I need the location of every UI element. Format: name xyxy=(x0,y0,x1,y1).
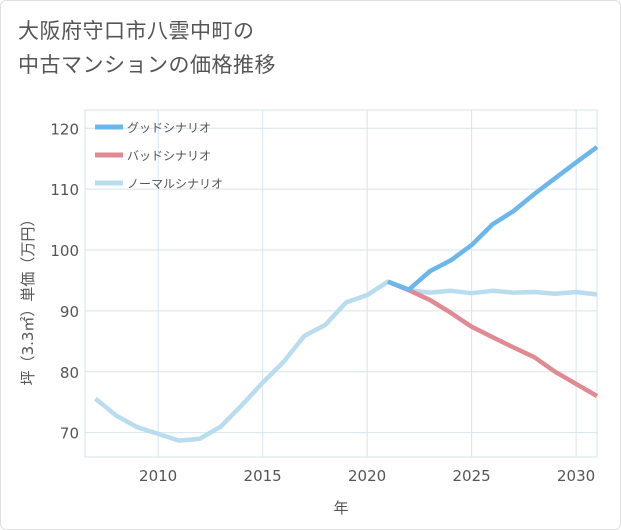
x-tick-label: 2025 xyxy=(453,467,491,485)
legend-label-2: ノーマルシナリオ xyxy=(127,177,223,191)
y-tick-label: 70 xyxy=(60,425,79,443)
y-tick-label: 110 xyxy=(50,181,79,199)
series-line-1 xyxy=(387,279,599,399)
x-tick-label: 2020 xyxy=(348,467,386,485)
x-tick-label: 2030 xyxy=(557,467,595,485)
title-line-1: 大阪府守口市八雲中町の xyxy=(18,19,255,43)
x-tick-label: 2015 xyxy=(244,467,282,485)
series-line-0 xyxy=(387,145,599,292)
y-tick-label: 90 xyxy=(60,303,79,321)
chart-title: 大阪府守口市八雲中町の 中古マンションの価格推移 xyxy=(18,14,276,82)
axes: 2010 2015 2020 2025 2030 70 80 90 100 110 120 xyxy=(50,120,595,485)
legend-label-0: グッドシナリオ xyxy=(127,121,211,135)
grid xyxy=(84,109,598,458)
y-tick-label: 120 xyxy=(50,120,79,138)
y-axis-label: 坪（3.3㎡）単価（万円） xyxy=(19,212,37,386)
x-axis-label: 年 xyxy=(333,499,348,517)
legend-label-1: バッドシナリオ xyxy=(127,149,211,163)
series-lines xyxy=(93,145,599,443)
y-tick-label: 100 xyxy=(50,242,79,260)
x-tick-label: 2010 xyxy=(139,467,177,485)
plot-area xyxy=(84,109,598,458)
series-line-2 xyxy=(93,279,598,443)
title-line-2: 中古マンションの価格推移 xyxy=(18,53,276,77)
y-tick-label: 80 xyxy=(60,364,79,382)
